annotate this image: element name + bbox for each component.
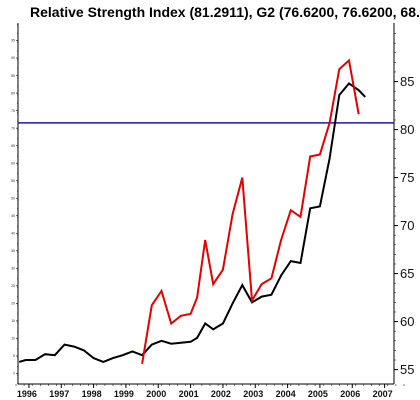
- right-tick-label: 60: [400, 314, 414, 329]
- left-tick-label: 95: [11, 39, 15, 43]
- x-tick-label: 1998: [82, 389, 102, 399]
- left-axis: 0 5 10 15 20 25 30 35 40 45 50 55 60 65 70 75 80 85 90 95: [11, 24, 18, 385]
- right-tick-label: 75: [400, 170, 414, 185]
- left-tick-label: 40: [11, 231, 15, 235]
- series-line-0: [18, 82, 366, 363]
- chart-title: Relative Strength Index (81.2911), G2 (7…: [30, 4, 420, 20]
- left-tick-label: 30: [11, 267, 15, 271]
- right-tick-label: 70: [400, 218, 414, 233]
- left-tick-label: 45: [11, 214, 15, 218]
- right-tick-label: 85: [400, 74, 414, 89]
- x-tick-label: 2007: [373, 389, 393, 399]
- x-tick-label: 1997: [49, 389, 69, 399]
- series-line-1: [141, 58, 360, 364]
- x-tick-label: 2001: [179, 389, 199, 399]
- left-tick-label: 0: [13, 372, 15, 376]
- left-tick-label: 50: [11, 196, 15, 200]
- left-tick-label: 80: [11, 91, 15, 95]
- x-tick-label: 1999: [114, 389, 134, 399]
- left-tick-label: 35: [11, 249, 15, 253]
- right-axis: 55 60 65 70 75 80 85: [394, 33, 414, 377]
- x-tick-label: 2004: [276, 389, 296, 399]
- left-tick-label: 15: [11, 319, 15, 323]
- x-tick-label: 2006: [340, 389, 360, 399]
- left-tick-label: 25: [11, 284, 15, 288]
- left-tick-label: 60: [11, 161, 15, 165]
- x-tick-label: 2005: [308, 389, 328, 399]
- x-tick-label: 2002: [211, 389, 231, 399]
- series-layer: [18, 58, 366, 364]
- left-tick-label: 75: [11, 109, 15, 113]
- right-tick-label: 65: [400, 266, 414, 281]
- left-tick-label: 5: [13, 354, 15, 358]
- left-tick-label: 55: [11, 179, 15, 183]
- left-tick-label: 70: [11, 126, 15, 130]
- x-tick-label: 1996: [17, 389, 37, 399]
- x-tick-label: 2003: [243, 389, 263, 399]
- x-tick-label: 2000: [146, 389, 166, 399]
- x-axis: 1996 1997 1998 1999 2000 2001 2002 2003 2004 2005…: [15, 384, 405, 399]
- left-tick-label: 65: [11, 144, 15, 148]
- left-tick-label: 90: [11, 56, 15, 60]
- right-tick-label: 80: [400, 122, 414, 137]
- left-tick-label: 85: [11, 74, 15, 78]
- left-tick-label: 10: [11, 337, 15, 341]
- left-tick-label: 20: [11, 302, 15, 306]
- right-tick-label: 55: [400, 362, 414, 377]
